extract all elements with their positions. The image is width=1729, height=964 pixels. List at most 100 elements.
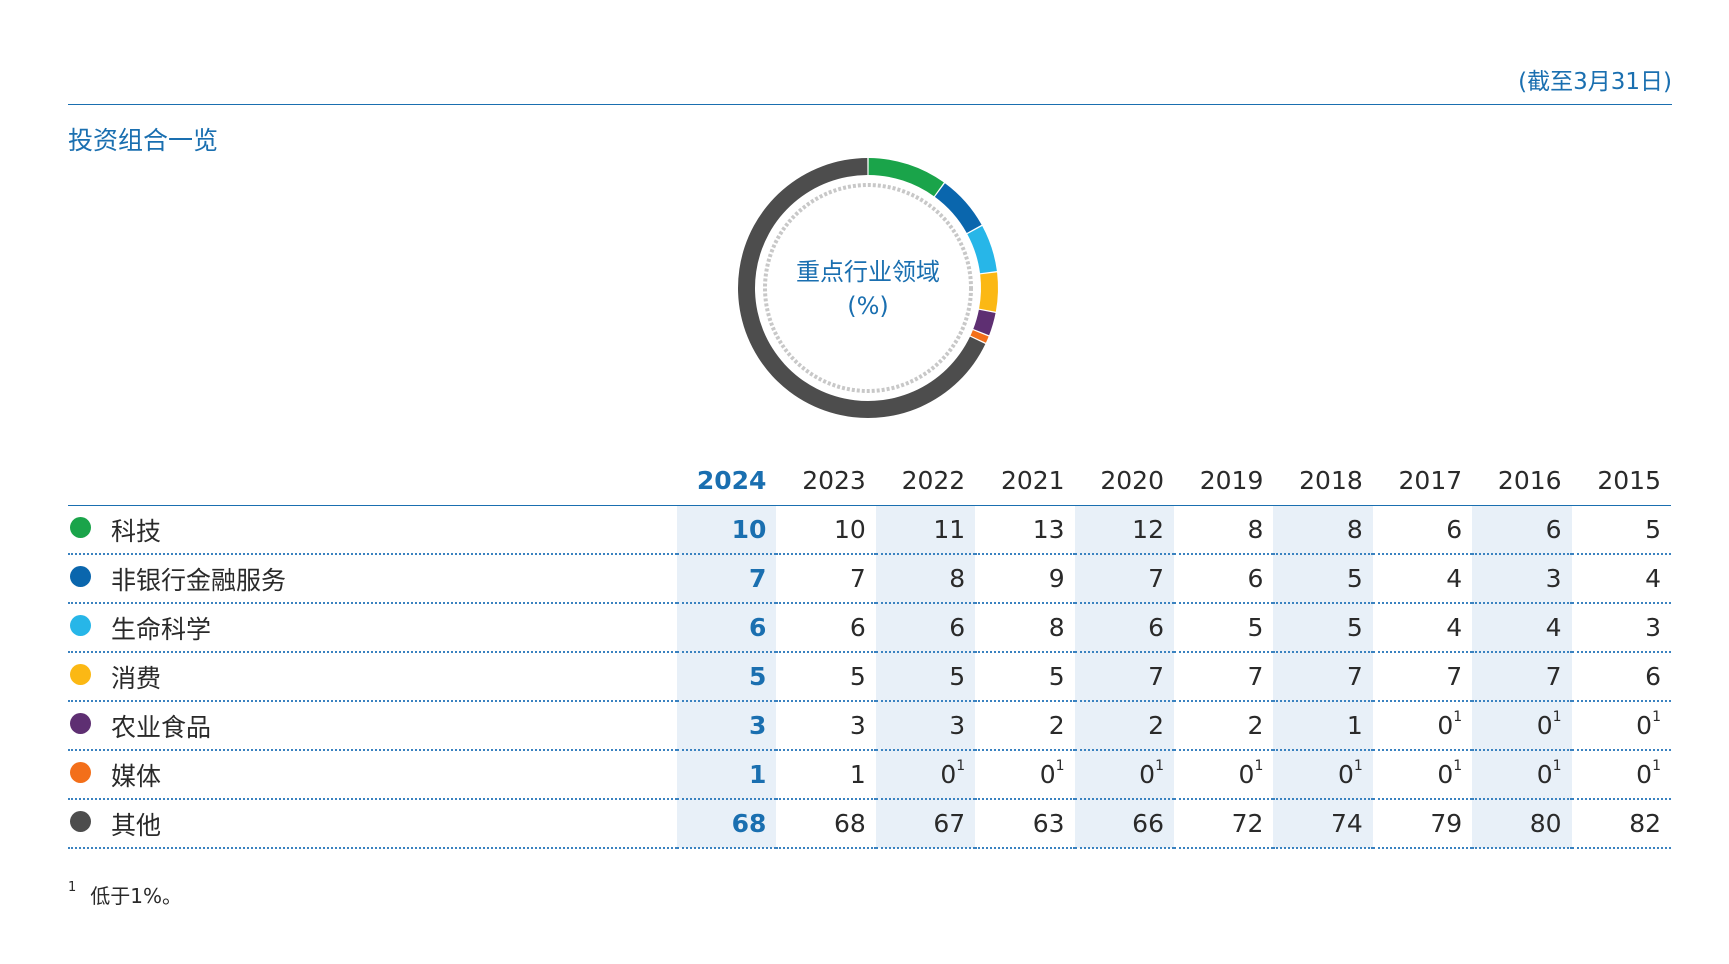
value-cell: 6 [1372, 505, 1473, 555]
cell-value: 5 [749, 662, 767, 691]
footnote-ref: 1 [1652, 758, 1661, 774]
value-cell: 72 [1173, 799, 1274, 849]
footnote-text: 低于1%。 [90, 884, 183, 908]
value-cell: 5 [677, 652, 777, 702]
value-cell: 01 [1273, 750, 1373, 800]
cell-value: 0 [1437, 760, 1454, 789]
value-cell: 01 [875, 750, 976, 800]
cell-value: 8 [1346, 515, 1363, 544]
value-cell: 63 [975, 799, 1075, 849]
value-cell: 01 [1372, 701, 1473, 751]
cell-value: 0 [1437, 711, 1454, 740]
footnote-ref: 1 [1552, 709, 1562, 725]
footnote-ref: 1 [1453, 709, 1463, 725]
value-cell: 6 [1571, 652, 1671, 702]
row-label-cell: 媒体 [68, 750, 678, 800]
legend-dot-icon [70, 762, 91, 783]
row-label-cell: 科技 [68, 505, 678, 555]
footnote-ref: 1 [1254, 758, 1264, 774]
value-cell: 3 [677, 701, 777, 751]
donut-slice [973, 309, 996, 336]
cell-value: 0 [1636, 760, 1653, 789]
cell-value: 5 [1346, 613, 1363, 642]
donut-slice [868, 158, 944, 197]
cell-value: 2 [1148, 711, 1164, 740]
value-cell: 2 [1173, 701, 1274, 751]
value-cell: 7 [1273, 652, 1373, 702]
cell-value: 6 [949, 613, 966, 642]
value-cell: 5 [975, 652, 1075, 702]
cell-value: 7 [749, 564, 767, 593]
value-cell: 6 [1173, 554, 1274, 604]
value-cell: 6 [875, 603, 976, 653]
cell-value: 0 [1636, 711, 1653, 740]
value-cell: 66 [1074, 799, 1174, 849]
value-cell: 01 [1472, 701, 1572, 751]
cell-value: 5 [1048, 662, 1065, 691]
cell-value: 5 [1645, 515, 1661, 544]
cell-value: 6 [849, 613, 866, 642]
legend-dot-icon [70, 615, 91, 636]
cell-value: 72 [1231, 809, 1264, 838]
value-cell: 5 [1273, 603, 1373, 653]
row-label: 农业食品 [111, 712, 212, 742]
footnote-ref: 1 [1453, 758, 1463, 774]
value-cell: 10 [776, 505, 876, 555]
cell-value: 79 [1430, 809, 1463, 838]
value-cell: 74 [1273, 799, 1373, 849]
cell-value: 8 [1247, 515, 1264, 544]
value-cell: 5 [1273, 554, 1373, 604]
cell-value: 63 [1032, 809, 1065, 838]
cell-value: 1 [749, 760, 767, 789]
footnote-ref: 1 [1055, 758, 1065, 774]
as-of-date-label: (截至3月31日) [1518, 69, 1672, 95]
value-cell: 8 [875, 554, 976, 604]
cell-value: 4 [1645, 564, 1661, 593]
cell-value: 7 [1545, 662, 1562, 691]
table-row: 非银行金融服务 7 7 8 9 7 6 5 4 3 4 [68, 554, 1671, 604]
cell-value: 2 [1048, 711, 1065, 740]
donut-chart: 重点行业领域 (%) [738, 158, 998, 419]
cell-value: 6 [1645, 662, 1661, 691]
cell-value: 3 [1545, 564, 1562, 593]
cell-value: 82 [1629, 809, 1661, 838]
value-cell: 1 [1273, 701, 1373, 751]
year-header: 2024 [677, 455, 777, 506]
value-cell: 80 [1472, 799, 1572, 849]
row-label-cell: 非银行金融服务 [68, 554, 678, 604]
legend-dot-icon [70, 664, 91, 685]
cell-value: 68 [731, 809, 767, 838]
cell-value: 80 [1529, 809, 1562, 838]
footnote-ref: 1 [1652, 709, 1661, 725]
year-header: 2015 [1571, 455, 1671, 506]
cell-value: 8 [1048, 613, 1065, 642]
donut-slice [934, 183, 982, 234]
table-row: 媒体 1 1 01 01 01 01 01 01 01 01 [68, 750, 1671, 800]
cell-value: 0 [1238, 760, 1255, 789]
value-cell: 82 [1571, 799, 1671, 849]
legend-dot-icon [70, 517, 91, 538]
footnote-mark: 1 [68, 880, 77, 895]
value-cell: 3 [1472, 554, 1572, 604]
cell-value: 3 [949, 711, 966, 740]
cell-value: 74 [1330, 809, 1363, 838]
value-cell: 4 [1472, 603, 1572, 653]
table-row: 生命科学 6 6 6 8 6 5 5 4 4 3 [68, 603, 1671, 653]
value-cell: 01 [1571, 701, 1671, 751]
value-cell: 12 [1074, 505, 1174, 555]
cell-value: 67 [933, 809, 966, 838]
cell-value: 4 [1446, 564, 1463, 593]
value-cell: 8 [1173, 505, 1274, 555]
header-corner [68, 455, 678, 506]
year-header: 2019 [1173, 455, 1274, 506]
value-cell: 8 [1273, 505, 1373, 555]
cell-value: 1 [1346, 711, 1363, 740]
value-cell: 10 [677, 505, 777, 555]
value-cell: 7 [1074, 652, 1174, 702]
row-label: 科技 [111, 516, 162, 546]
value-cell: 1 [677, 750, 777, 800]
cell-value: 5 [1247, 613, 1264, 642]
cell-value: 6 [1446, 515, 1463, 544]
value-cell: 7 [776, 554, 876, 604]
cell-value: 13 [1032, 515, 1065, 544]
